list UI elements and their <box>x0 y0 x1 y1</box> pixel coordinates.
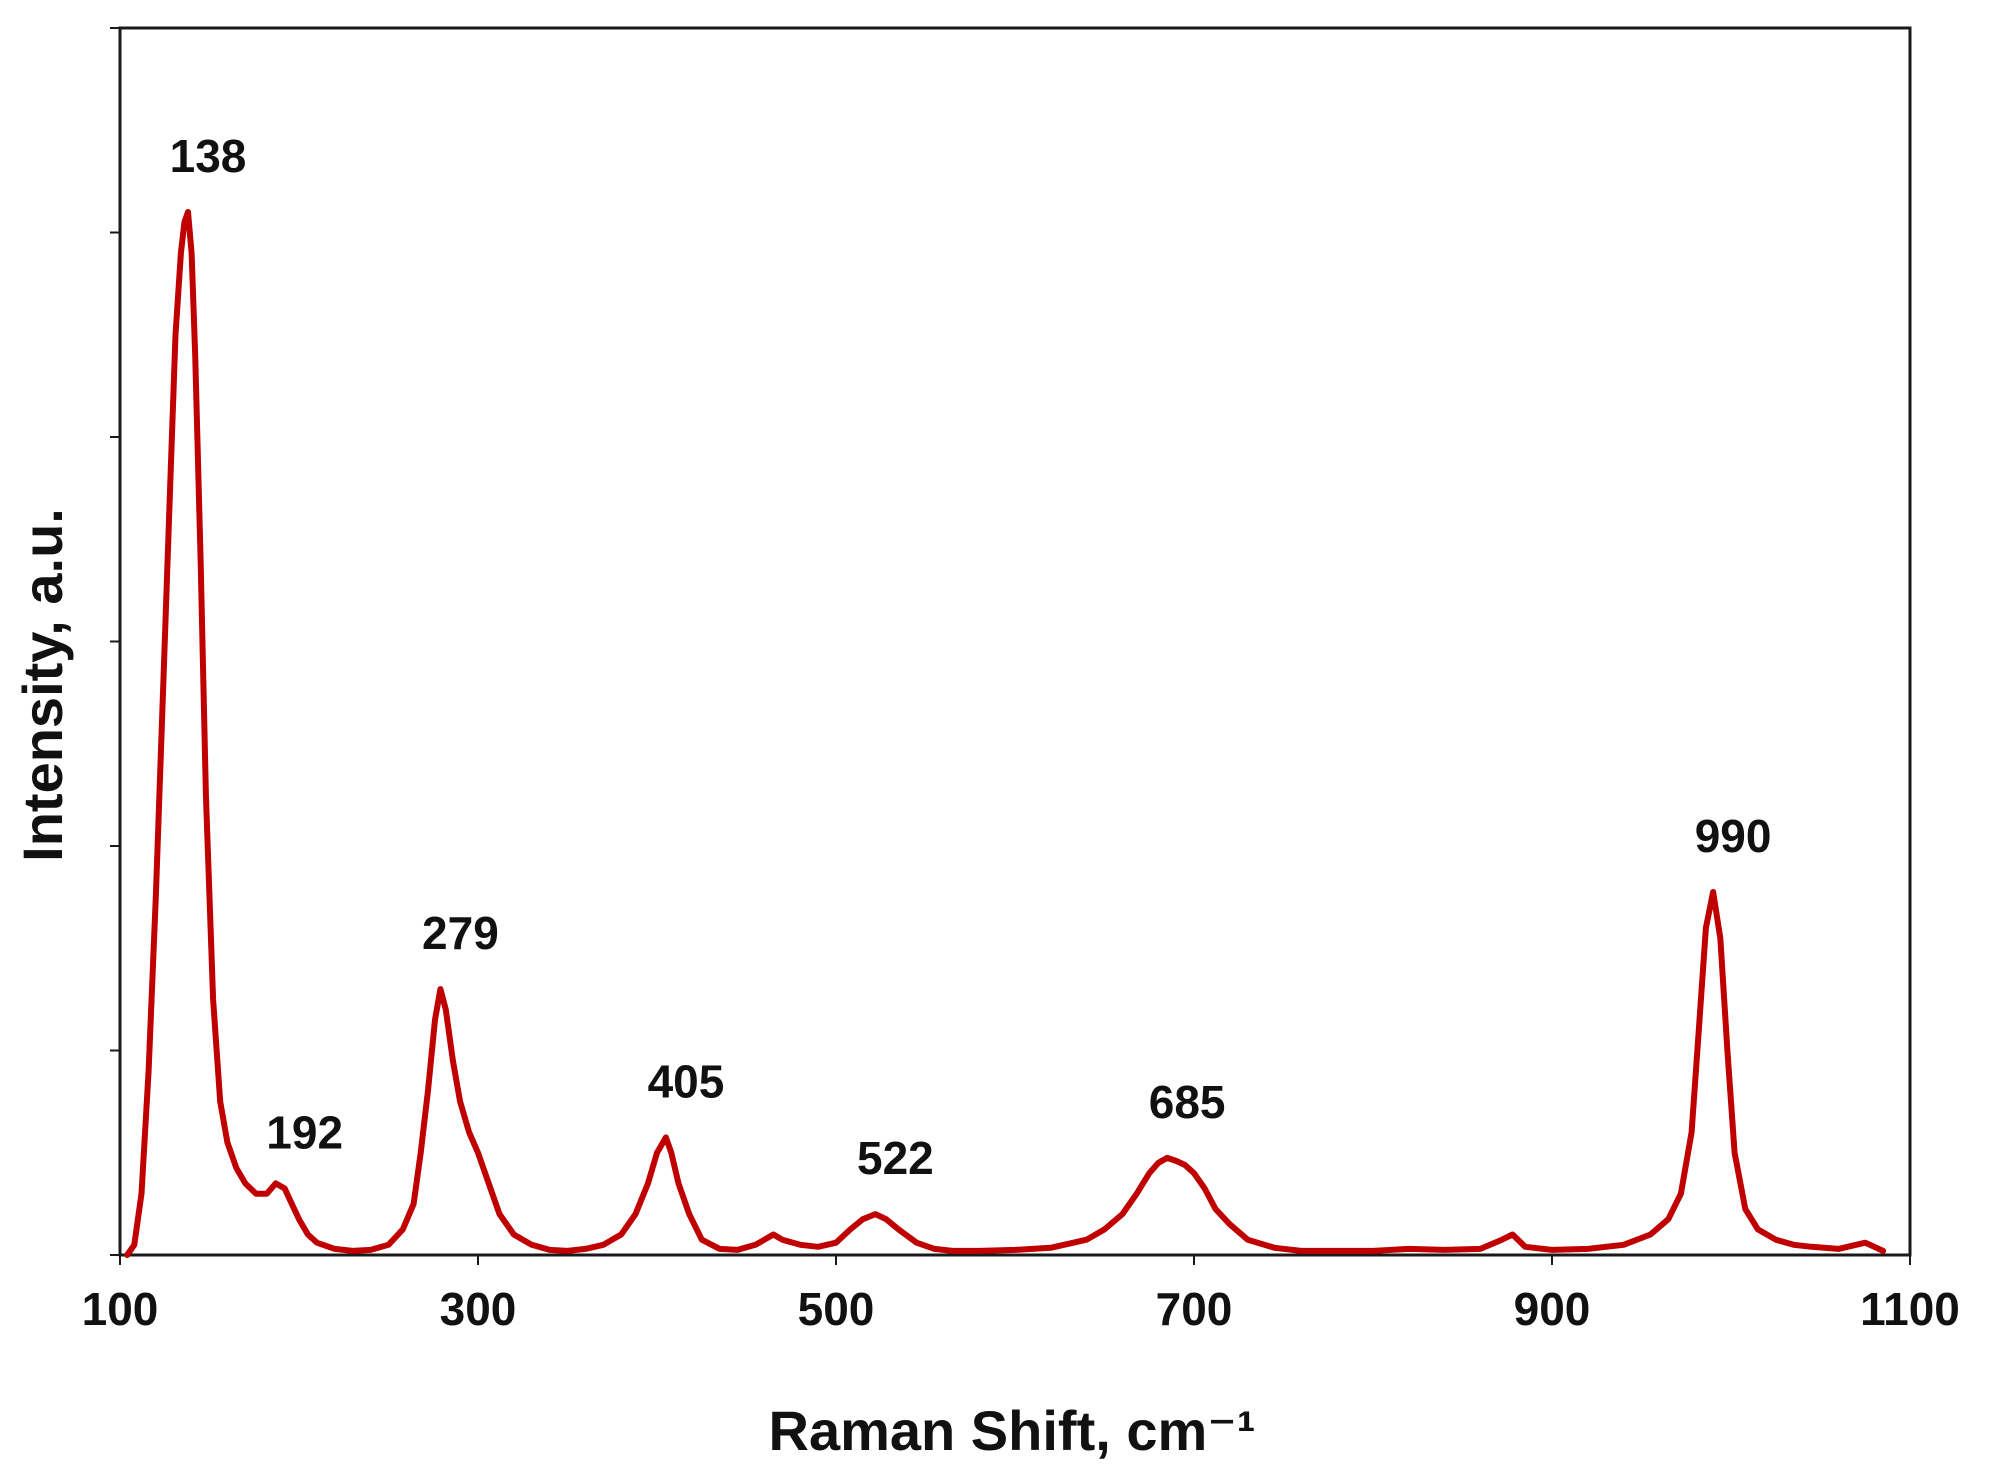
y-axis-title: Intensity, a.u. <box>11 508 74 862</box>
x-tick-label: 300 <box>440 1283 517 1335</box>
peak-label: 990 <box>1695 810 1772 862</box>
spectrum-line <box>124 209 1887 1258</box>
peak-label: 685 <box>1149 1076 1226 1128</box>
x-tick-label: 100 <box>82 1283 159 1335</box>
peak-label: 522 <box>857 1132 934 1184</box>
x-axis-title: Raman Shift, cm⁻¹ <box>769 1399 1256 1462</box>
peak-label: 405 <box>648 1055 725 1107</box>
x-tick-label: 900 <box>1514 1283 1591 1335</box>
x-tick-label: 500 <box>798 1283 875 1335</box>
peak-label: 192 <box>266 1107 343 1159</box>
peak-label: 279 <box>422 907 499 959</box>
x-tick-label: 700 <box>1156 1283 1233 1335</box>
peak-label: 138 <box>170 130 247 182</box>
x-tick-label: 1100 <box>1860 1283 1960 1335</box>
plot-area: 100 300 500 700 900 1100 138 192 279 405 522 685 990 <box>82 26 1960 1335</box>
plot-frame <box>118 26 1912 1257</box>
